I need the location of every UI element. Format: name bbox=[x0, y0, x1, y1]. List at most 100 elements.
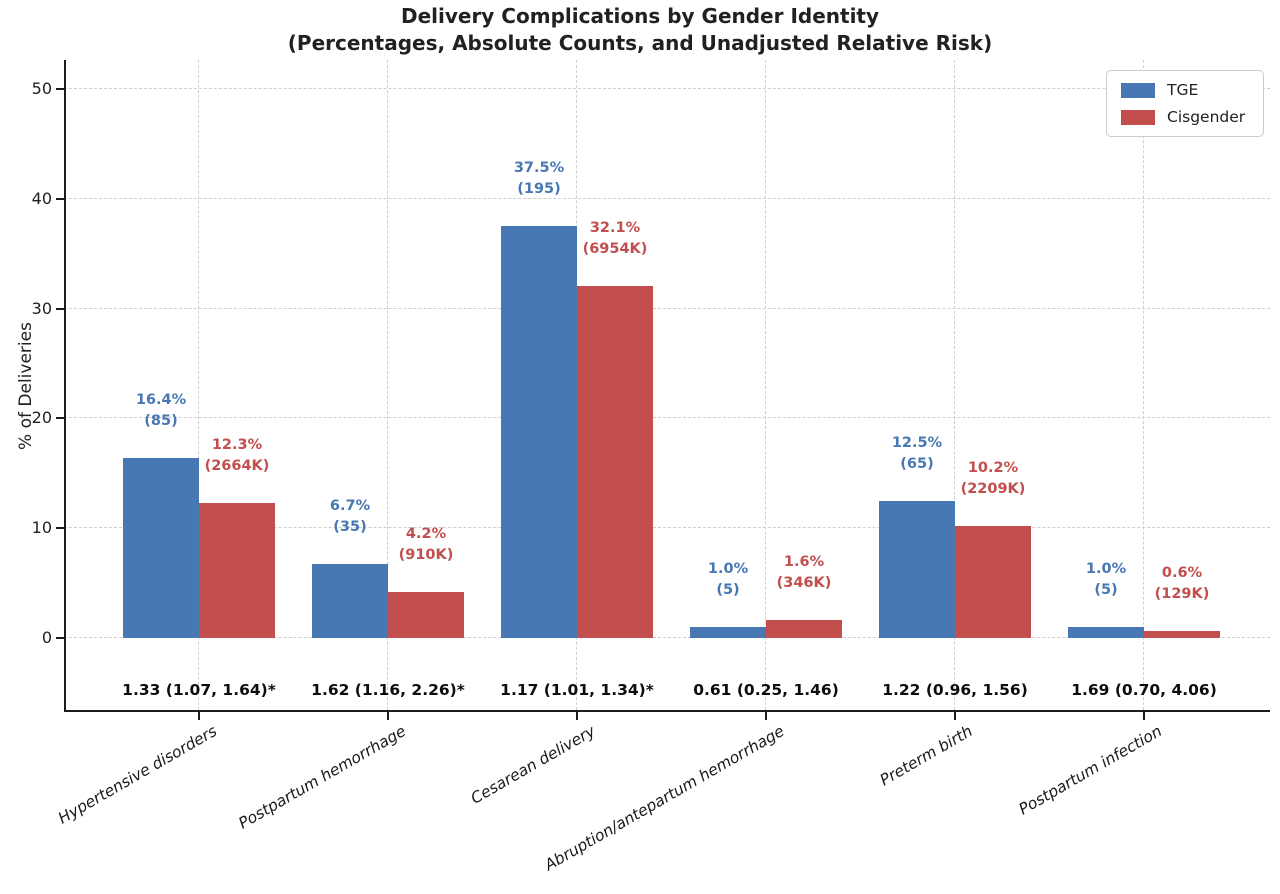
bar-tge-2 bbox=[501, 226, 577, 638]
y-tick-label: 50 bbox=[31, 79, 52, 98]
y-tick bbox=[56, 637, 64, 639]
chart-title-line1: Delivery Complications by Gender Identit… bbox=[400, 4, 880, 28]
bar-value-label-tge-0: 16.4% (85) bbox=[99, 390, 223, 432]
bar-value-line: 1.0% bbox=[707, 561, 749, 578]
bar-value-line: 12.5% bbox=[891, 434, 943, 451]
bar-tge-5 bbox=[1068, 627, 1144, 638]
legend-item-tge: TGE bbox=[1121, 81, 1249, 99]
bar-value-line: (35) bbox=[333, 519, 367, 536]
bar-value-line: (2664K) bbox=[204, 457, 270, 474]
bar-value-label-cisgender-5: 0.6% (129K) bbox=[1120, 563, 1244, 605]
legend-swatch-cisgender bbox=[1121, 109, 1155, 125]
bar-value-label-tge-2: 37.5% (195) bbox=[477, 158, 601, 200]
bar-value-label-cisgender-2: 32.1% (6954K) bbox=[553, 218, 677, 260]
gridline-horizontal bbox=[64, 88, 1270, 89]
chart-title: Delivery Complications by Gender Identit… bbox=[0, 3, 1280, 57]
bar-value-line: (6954K) bbox=[582, 240, 648, 257]
bar-value-label-tge-1: 6.7% (35) bbox=[288, 496, 412, 538]
bar-value-line: (346K) bbox=[776, 575, 832, 592]
y-tick-label: 0 bbox=[41, 628, 52, 647]
gridline-horizontal bbox=[64, 417, 1270, 419]
bar-cisgender-1 bbox=[388, 591, 464, 638]
gridline-horizontal bbox=[64, 307, 1270, 309]
y-tick-label: 20 bbox=[31, 408, 52, 428]
bar-cisgender-2 bbox=[577, 285, 653, 638]
bar-value-label-cisgender-0: 12.3% (2664K) bbox=[175, 435, 299, 477]
bar-value-line: (2209K) bbox=[960, 481, 1026, 497]
bar-value-line: 0.6% bbox=[1161, 565, 1203, 582]
x-tick bbox=[198, 712, 200, 720]
bar-tge-0 bbox=[123, 457, 199, 638]
bar-tge-3 bbox=[690, 627, 766, 638]
bar-cisgender-0 bbox=[199, 502, 275, 638]
x-category-label-1: Postpartum hemorrhage bbox=[235, 722, 409, 833]
legend: TGE Cisgender bbox=[1106, 70, 1264, 137]
bar-value-line: (5) bbox=[1094, 582, 1118, 599]
x-tick bbox=[1143, 712, 1145, 720]
bar-value-line: 1.0% bbox=[1085, 561, 1127, 578]
bar-cisgender-5 bbox=[1144, 631, 1220, 638]
relative-risk-label-5: 1.69 (0.70, 4.06) bbox=[1071, 681, 1217, 699]
bar-value-line: 12.3% bbox=[211, 436, 263, 453]
bar-value-label-cisgender-4: 10.2% (2209K) bbox=[931, 458, 1055, 500]
x-tick bbox=[765, 712, 767, 720]
bar-value-line: (85) bbox=[144, 412, 178, 429]
bar-value-line: (5) bbox=[716, 582, 740, 599]
gridline-vertical bbox=[1143, 60, 1144, 710]
x-category-label-5: Postpartum infection bbox=[1015, 722, 1165, 819]
y-tick-label: 40 bbox=[31, 188, 52, 208]
relative-risk-label-0: 1.33 (1.07, 1.64)* bbox=[122, 681, 276, 699]
bar-value-line: (129K) bbox=[1154, 586, 1210, 603]
bar-tge-1 bbox=[312, 564, 388, 638]
relative-risk-label-1: 1.62 (1.16, 2.26)* bbox=[311, 681, 465, 699]
bar-tge-4 bbox=[879, 500, 955, 638]
y-axis-label: % of Deliveries bbox=[16, 322, 36, 450]
bar-value-line: 6.7% bbox=[329, 498, 371, 515]
y-tick bbox=[56, 307, 64, 310]
gridline-horizontal bbox=[64, 197, 1270, 199]
x-tick bbox=[576, 712, 578, 720]
legend-label-tge: TGE bbox=[1167, 81, 1199, 99]
gridline-vertical bbox=[387, 60, 388, 710]
legend-swatch-tge bbox=[1121, 82, 1155, 98]
bar-value-line: 10.2% bbox=[967, 460, 1019, 476]
bar-value-line: 37.5% bbox=[513, 160, 565, 177]
bar-value-label-cisgender-3: 1.6% (346K) bbox=[742, 552, 866, 594]
bar-value-label-cisgender-1: 4.2% (910K) bbox=[364, 524, 488, 566]
x-tick bbox=[954, 712, 956, 720]
bar-value-label-tge-4: 12.5% (65) bbox=[855, 433, 979, 475]
y-tick bbox=[56, 417, 64, 420]
gridline-vertical bbox=[198, 60, 199, 710]
x-category-label-2: Cesarean delivery bbox=[467, 722, 598, 808]
x-tick bbox=[387, 712, 389, 720]
relative-risk-label-3: 0.61 (0.25, 1.46) bbox=[693, 681, 839, 699]
bar-cisgender-4 bbox=[955, 526, 1031, 638]
x-category-label-4: Preterm birth bbox=[877, 722, 976, 790]
bar-value-line: 1.6% bbox=[783, 554, 825, 571]
y-tick bbox=[56, 197, 64, 200]
x-category-label-0: Hypertensive disorders bbox=[55, 722, 220, 828]
gridline-vertical bbox=[765, 60, 766, 710]
bar-value-line: (910K) bbox=[398, 546, 454, 563]
bar-value-line: 4.2% bbox=[405, 525, 447, 542]
gridline-vertical bbox=[954, 60, 955, 710]
y-tick bbox=[56, 88, 64, 90]
legend-label-cisgender: Cisgender bbox=[1167, 108, 1246, 126]
bar-value-label-tge-3: 1.0% (5) bbox=[666, 559, 790, 601]
chart-title-line2: (Percentages, Absolute Counts, and Unadj… bbox=[287, 31, 993, 55]
bar-cisgender-3 bbox=[766, 620, 842, 638]
bar-value-line: (65) bbox=[900, 455, 934, 472]
bar-value-label-tge-5: 1.0% (5) bbox=[1044, 559, 1168, 601]
bar-value-line: (195) bbox=[517, 181, 561, 198]
x-axis-spine bbox=[64, 710, 1270, 712]
gridline-horizontal bbox=[64, 527, 1270, 529]
gridline-horizontal bbox=[64, 637, 1270, 638]
y-tick-label: 10 bbox=[31, 518, 52, 538]
bar-value-line: 32.1% bbox=[589, 219, 641, 236]
y-tick-label: 30 bbox=[31, 298, 52, 318]
bar-value-line: 16.4% bbox=[135, 391, 187, 408]
y-tick bbox=[56, 527, 64, 530]
y-axis-spine bbox=[64, 60, 66, 712]
relative-risk-label-4: 1.22 (0.96, 1.56) bbox=[882, 681, 1028, 699]
